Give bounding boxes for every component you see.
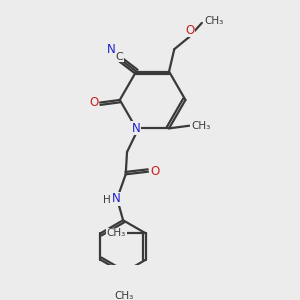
Text: H: H (103, 195, 111, 205)
Text: CH₃: CH₃ (204, 16, 223, 26)
Text: O: O (150, 165, 159, 178)
Text: N: N (112, 192, 121, 205)
Text: C: C (116, 52, 123, 61)
Text: N: N (107, 43, 116, 56)
Text: O: O (185, 23, 194, 37)
Text: CH₃: CH₃ (107, 228, 126, 239)
Text: N: N (132, 122, 141, 135)
Text: CH₃: CH₃ (115, 291, 134, 300)
Text: O: O (89, 96, 98, 109)
Text: CH₃: CH₃ (191, 121, 210, 131)
